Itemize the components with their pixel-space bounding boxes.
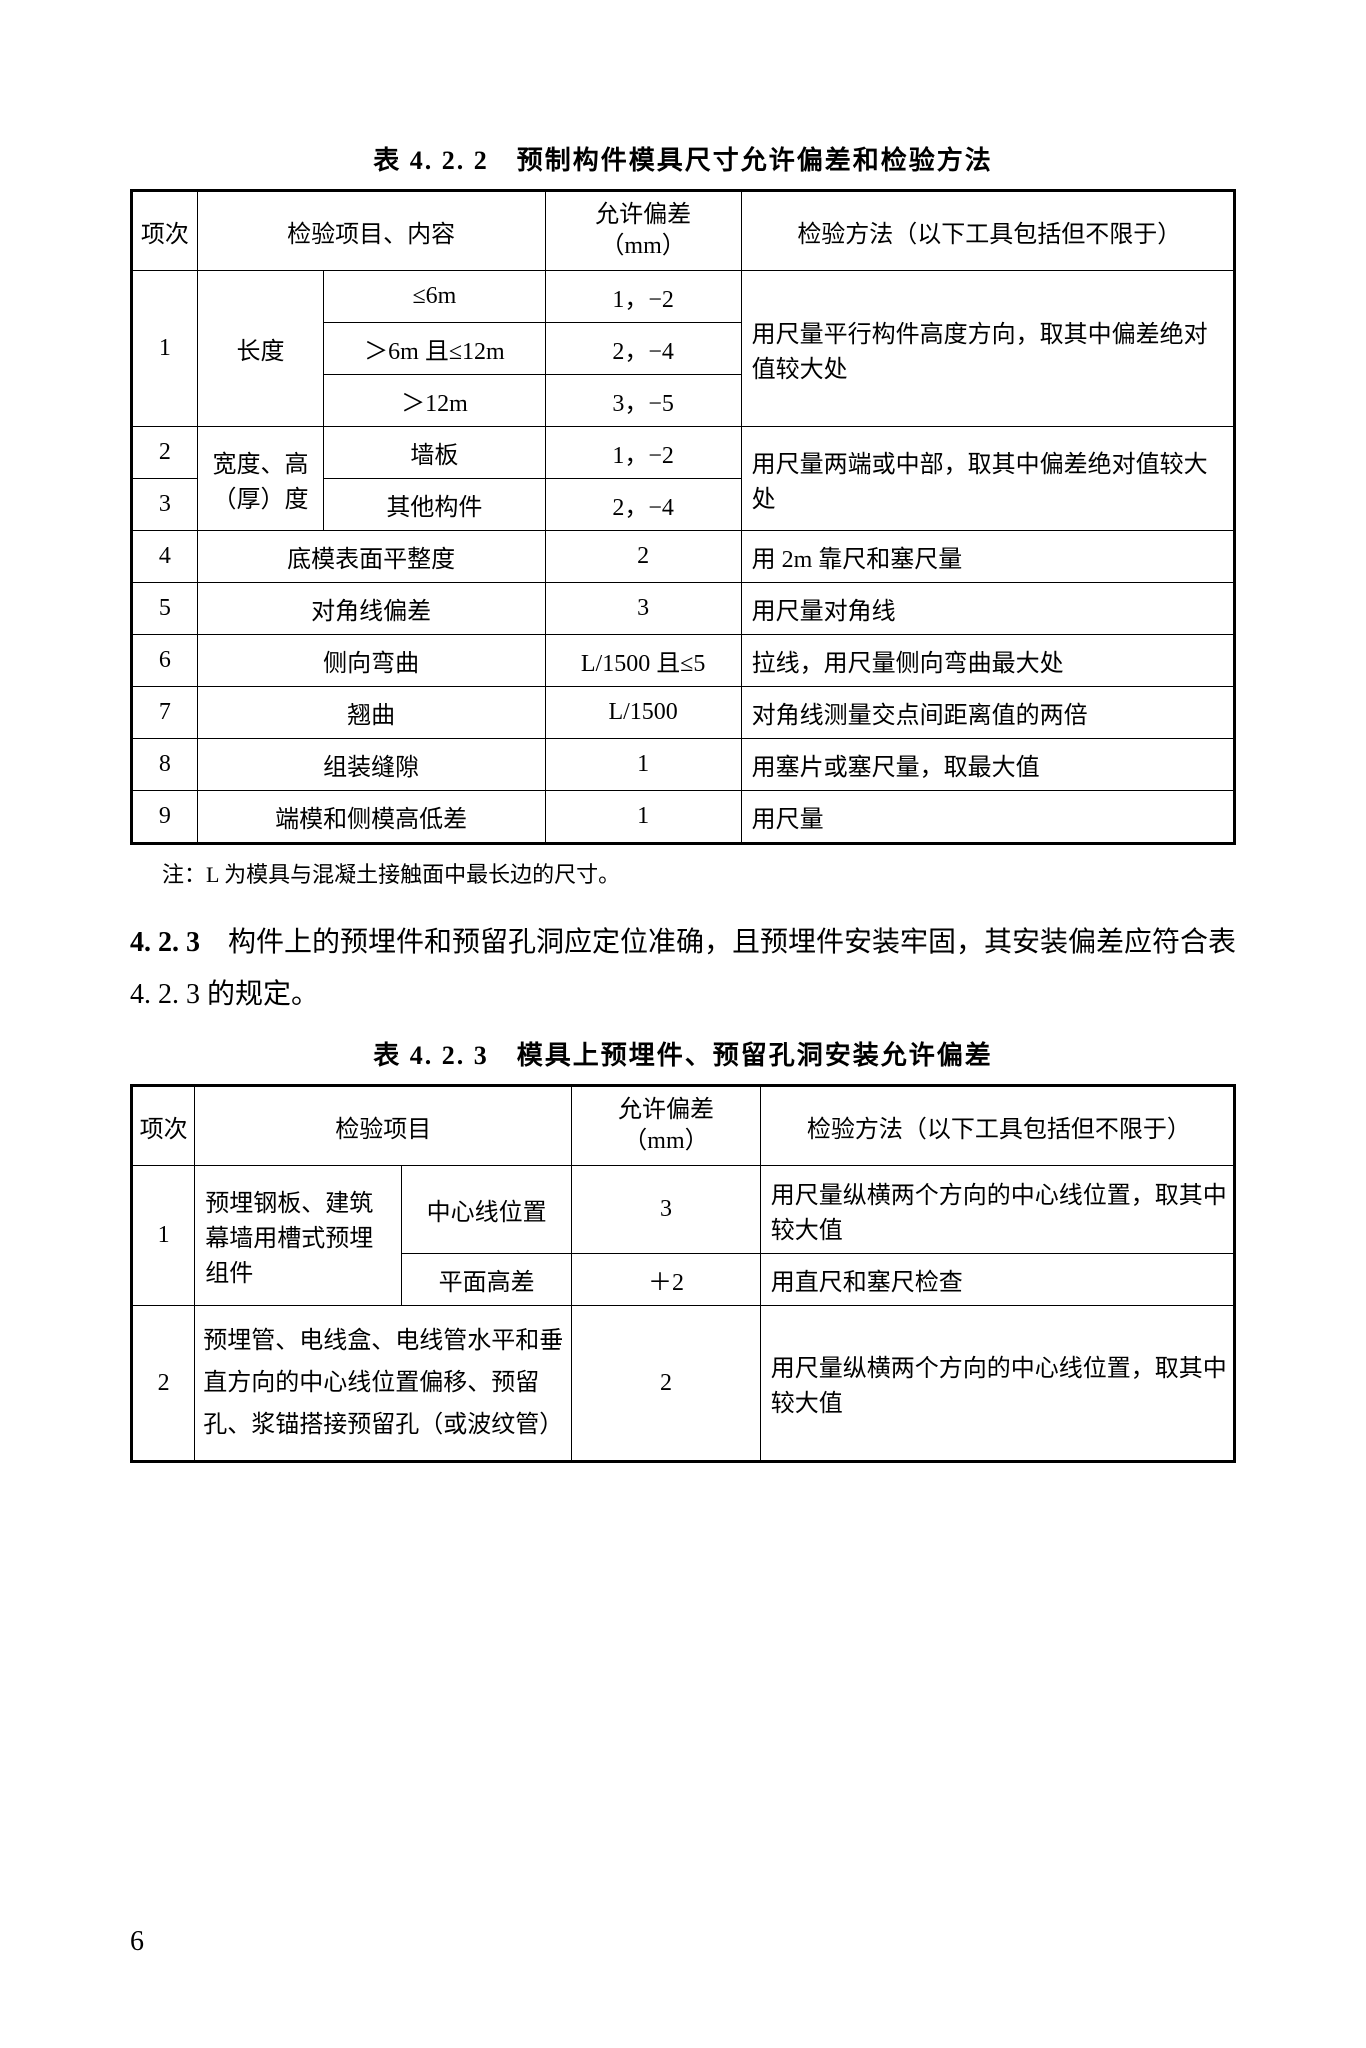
- cell-sub: 墙板: [324, 427, 545, 479]
- table-row: 1 长度 ≤6m 1，−2 用尺量平行构件高度方向，取其中偏差绝对值较大处: [132, 271, 1235, 323]
- header-deviation: 允许偏差 （mm）: [545, 191, 741, 271]
- cell-item: 预埋钢板、建筑幕墙用槽式预埋组件: [195, 1166, 402, 1306]
- header-deviation: 允许偏差 （mm）: [572, 1085, 760, 1165]
- paragraph-423: 4. 2. 3 构件上的预埋件和预留孔洞应定位准确，且预埋件安装牢固，其安装偏差…: [130, 917, 1236, 1021]
- cell-sub: 其他构件: [324, 479, 545, 531]
- cell-method: 用 2m 靠尺和塞尺量: [741, 531, 1234, 583]
- table-423: 项次 检验项目 允许偏差 （mm） 检验方法（以下工具包括但不限于） 1 预埋钢…: [130, 1084, 1236, 1463]
- cell-method: 对角线测量交点间距离值的两倍: [741, 687, 1234, 739]
- header-dev-l1: 允许偏差: [595, 202, 691, 228]
- cell-dev: 3，−5: [545, 375, 741, 427]
- table-row: 2 预埋管、电线盒、电线管水平和垂直方向的中心线位置偏移、预留孔、浆锚搭接预留孔…: [132, 1306, 1235, 1462]
- table-row: 8 组装缝隙 1 用塞片或塞尺量，取最大值: [132, 739, 1235, 791]
- cell-index: 1: [132, 1166, 195, 1306]
- cell-sub: 中心线位置: [401, 1166, 571, 1254]
- table-row: 项次 检验项目 允许偏差 （mm） 检验方法（以下工具包括但不限于）: [132, 1085, 1235, 1165]
- cell-dev: 2: [545, 531, 741, 583]
- cell-sub: ≤6m: [324, 271, 545, 323]
- header-method: 检验方法（以下工具包括但不限于）: [741, 191, 1234, 271]
- cell-index: 9: [132, 791, 198, 844]
- cell-method: 用尺量两端或中部，取其中偏差绝对值较大处: [741, 427, 1234, 531]
- cell-dev: 2，−4: [545, 323, 741, 375]
- cell-index: 5: [132, 583, 198, 635]
- cell-item: 端模和侧模高低差: [197, 791, 545, 844]
- cell-method: 用尺量纵横两个方向的中心线位置，取其中较大值: [760, 1306, 1234, 1462]
- cell-item: 底模表面平整度: [197, 531, 545, 583]
- cell-index: 1: [132, 271, 198, 427]
- cell-dev: 1，−2: [545, 427, 741, 479]
- cell-item: 预埋管、电线盒、电线管水平和垂直方向的中心线位置偏移、预留孔、浆锚搭接预留孔（或…: [195, 1306, 572, 1462]
- cell-sub: 平面高差: [401, 1254, 571, 1306]
- table-row: 7 翘曲 L/1500 对角线测量交点间距离值的两倍: [132, 687, 1235, 739]
- header-method: 检验方法（以下工具包括但不限于）: [760, 1085, 1234, 1165]
- table1-note: 注：L 为模具与混凝土接触面中最长边的尺寸。: [130, 857, 1236, 889]
- cell-item: 组装缝隙: [197, 739, 545, 791]
- cell-method: 用直尺和塞尺检查: [760, 1254, 1234, 1306]
- cell-item: 侧向弯曲: [197, 635, 545, 687]
- cell-dev: 1: [545, 739, 741, 791]
- cell-dev: 2: [572, 1306, 760, 1462]
- table2-caption: 表 4. 2. 3 模具上预埋件、预留孔洞安装允许偏差: [130, 1035, 1236, 1072]
- cell-dev: 2，−4: [545, 479, 741, 531]
- cell-index: 4: [132, 531, 198, 583]
- header-dev-l2: （mm）: [623, 1128, 708, 1154]
- header-item: 检验项目: [195, 1085, 572, 1165]
- page-number: 6: [130, 1926, 144, 1958]
- cell-method: 用尺量对角线: [741, 583, 1234, 635]
- cell-index: 7: [132, 687, 198, 739]
- cell-index: 2: [132, 1306, 195, 1462]
- cell-item: 宽度、高（厚）度: [197, 427, 323, 531]
- cell-dev: 3: [545, 583, 741, 635]
- cell-index: 6: [132, 635, 198, 687]
- table-row: 1 预埋钢板、建筑幕墙用槽式预埋组件 中心线位置 3 用尺量纵横两个方向的中心线…: [132, 1166, 1235, 1254]
- cell-dev: 1: [545, 791, 741, 844]
- header-dev-l2: （mm）: [600, 233, 685, 259]
- table-row: 9 端模和侧模高低差 1 用尺量: [132, 791, 1235, 844]
- cell-method: 用尺量: [741, 791, 1234, 844]
- cell-dev: 1，−2: [545, 271, 741, 323]
- table-row: 项次 检验项目、内容 允许偏差 （mm） 检验方法（以下工具包括但不限于）: [132, 191, 1235, 271]
- cell-method: 用尺量纵横两个方向的中心线位置，取其中较大值: [760, 1166, 1234, 1254]
- cell-item: 长度: [197, 271, 323, 427]
- cell-dev: ＋2: [572, 1254, 760, 1306]
- table-422: 项次 检验项目、内容 允许偏差 （mm） 检验方法（以下工具包括但不限于） 1 …: [130, 189, 1236, 845]
- cell-method: 拉线，用尺量侧向弯曲最大处: [741, 635, 1234, 687]
- cell-index: 2: [132, 427, 198, 479]
- paragraph-text: 构件上的预埋件和预留孔洞应定位准确，且预埋件安装牢固，其安装偏差应符合表 4. …: [130, 927, 1236, 1010]
- table-row: 5 对角线偏差 3 用尺量对角线: [132, 583, 1235, 635]
- cell-index: 3: [132, 479, 198, 531]
- table-row: 6 侧向弯曲 L/1500 且≤5 拉线，用尺量侧向弯曲最大处: [132, 635, 1235, 687]
- header-index: 项次: [132, 1085, 195, 1165]
- cell-item: 对角线偏差: [197, 583, 545, 635]
- cell-method: 用尺量平行构件高度方向，取其中偏差绝对值较大处: [741, 271, 1234, 427]
- cell-sub: ＞6m 且≤12m: [324, 323, 545, 375]
- cell-sub: ＞12m: [324, 375, 545, 427]
- table-row: 2 宽度、高（厚）度 墙板 1，−2 用尺量两端或中部，取其中偏差绝对值较大处: [132, 427, 1235, 479]
- header-item: 检验项目、内容: [197, 191, 545, 271]
- section-number: 4. 2. 3: [130, 927, 200, 958]
- cell-index: 8: [132, 739, 198, 791]
- header-index: 项次: [132, 191, 198, 271]
- cell-dev: L/1500 且≤5: [545, 635, 741, 687]
- table1-caption: 表 4. 2. 2 预制构件模具尺寸允许偏差和检验方法: [130, 140, 1236, 177]
- cell-dev: L/1500: [545, 687, 741, 739]
- cell-method: 用塞片或塞尺量，取最大值: [741, 739, 1234, 791]
- table-row: 4 底模表面平整度 2 用 2m 靠尺和塞尺量: [132, 531, 1235, 583]
- cell-item: 翘曲: [197, 687, 545, 739]
- cell-dev: 3: [572, 1166, 760, 1254]
- header-dev-l1: 允许偏差: [618, 1097, 714, 1123]
